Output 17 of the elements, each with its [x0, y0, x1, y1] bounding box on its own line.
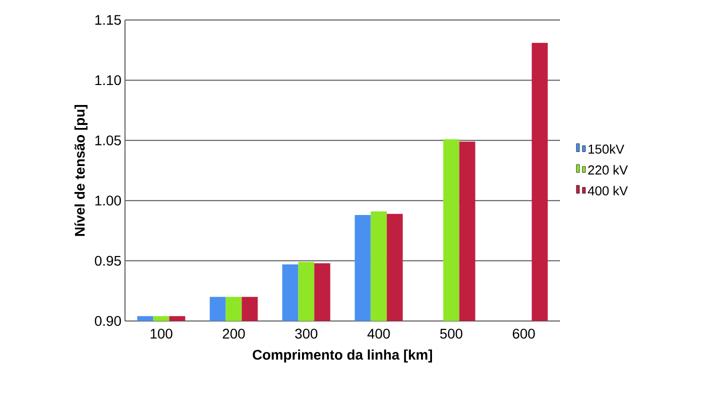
x-tick-label: 300 — [295, 328, 318, 339]
y-tick-label: 0.95 — [94, 256, 121, 266]
y-tick-label: 1.10 — [95, 75, 121, 86]
y-tick-label: 1.05 — [95, 135, 121, 146]
x-axis-title: Comprimento da linha [km] — [252, 349, 432, 362]
y-axis-title: Nível de tensão [pu] — [74, 105, 88, 236]
y-tick-label: 1.00 — [95, 196, 121, 206]
x-tick-label: 200 — [222, 328, 245, 339]
x-tick-label: 400 — [367, 328, 390, 339]
x-tick-label: 500 — [440, 328, 462, 339]
y-tick-label: 0.90 — [94, 316, 121, 326]
y-tick-label: 1.15 — [95, 15, 121, 25]
legend-label: 150kV — [588, 144, 624, 154]
x-tick-label: 600 — [512, 328, 535, 339]
x-tick-label: 100 — [150, 328, 172, 339]
legend-label: 220 kV — [588, 165, 628, 175]
legend-label: 400 kV — [588, 186, 628, 196]
